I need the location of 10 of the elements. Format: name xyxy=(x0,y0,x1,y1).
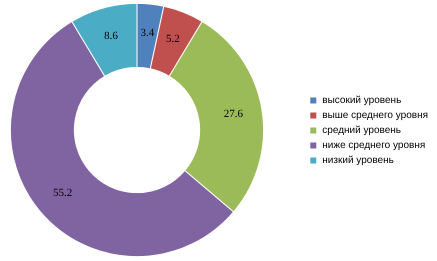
data-label: 55.2 xyxy=(52,187,72,200)
data-label: 27.6 xyxy=(224,108,244,120)
data-label: 3.4 xyxy=(140,26,155,39)
legend-label: высокий уровень xyxy=(322,95,402,106)
data-label: 8.6 xyxy=(104,30,118,42)
data-label: 5.2 xyxy=(166,33,180,46)
legend-label: средний уровень xyxy=(322,125,402,136)
legend-label: низкий уровень xyxy=(322,155,394,166)
legend-label: ниже среднего уровня xyxy=(322,140,426,151)
legend-label: выше среднего уровня xyxy=(322,110,428,121)
